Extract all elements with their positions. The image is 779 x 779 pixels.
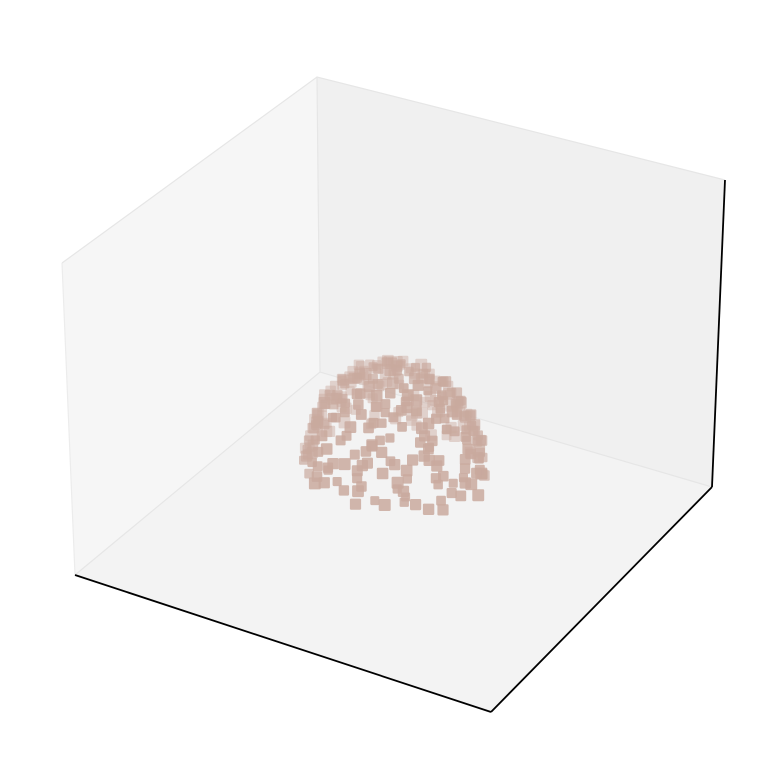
data-point	[366, 439, 378, 451]
data-point	[378, 499, 391, 511]
data-point	[352, 473, 363, 484]
data-point	[329, 380, 340, 390]
data-point	[327, 458, 339, 470]
data-point	[462, 443, 473, 455]
data-point	[474, 453, 484, 464]
data-point	[412, 379, 424, 391]
data-point	[411, 405, 422, 417]
data-point	[370, 401, 382, 412]
data-point	[449, 426, 460, 437]
data-point	[407, 454, 419, 466]
data-point	[304, 468, 314, 479]
data-point	[384, 364, 397, 377]
data-point	[320, 443, 333, 455]
data-point	[451, 409, 462, 420]
data-point	[376, 467, 389, 480]
data-point	[410, 394, 423, 406]
data-point	[376, 446, 388, 458]
data-point	[433, 479, 443, 490]
data-point	[353, 359, 364, 370]
data-point	[395, 405, 407, 416]
data-points	[299, 354, 490, 516]
data-point	[312, 461, 323, 472]
data-point	[352, 373, 362, 383]
data-point	[402, 474, 412, 484]
data-point	[363, 381, 375, 393]
data-point	[363, 422, 374, 434]
data-point	[446, 488, 457, 499]
data-point	[316, 430, 328, 442]
data-point	[330, 412, 341, 423]
data-point	[415, 437, 426, 448]
data-point	[460, 431, 471, 442]
data-point	[431, 460, 443, 472]
data-point	[439, 413, 450, 424]
data-point	[459, 454, 471, 465]
data-point	[389, 459, 401, 471]
data-point	[397, 422, 407, 432]
data-point	[356, 481, 367, 492]
floor-back-edges	[74, 371, 713, 576]
data-point	[472, 489, 485, 502]
data-point	[388, 412, 399, 423]
data-point	[448, 478, 458, 488]
left-pane	[62, 77, 320, 575]
y-axis-line	[490, 486, 713, 713]
data-point	[318, 397, 331, 409]
data-point	[399, 497, 409, 507]
data-point	[442, 424, 452, 435]
data-point	[437, 504, 449, 516]
data-point	[349, 449, 360, 460]
data-point	[370, 496, 380, 506]
data-point	[371, 389, 383, 402]
data-point	[410, 499, 422, 511]
data-point	[313, 446, 324, 457]
data-point	[385, 433, 395, 443]
data-point	[319, 419, 330, 430]
data-point	[387, 377, 399, 389]
data-point	[355, 388, 366, 399]
data-point	[380, 399, 391, 409]
data-point	[355, 409, 367, 420]
data-point	[338, 458, 351, 471]
data-point	[341, 430, 352, 441]
data-point	[446, 387, 457, 398]
data-point	[318, 477, 330, 489]
back-vertical-edge	[316, 76, 321, 373]
data-point	[471, 467, 482, 479]
data-point	[458, 473, 468, 483]
data-point	[423, 386, 433, 396]
data-point	[344, 421, 357, 433]
data-point	[340, 398, 351, 408]
data-point	[349, 498, 362, 510]
data-point	[328, 399, 339, 410]
data-point	[377, 418, 387, 428]
data-point	[455, 490, 467, 502]
data-point	[361, 457, 373, 469]
data-point	[422, 503, 435, 515]
data-point	[340, 379, 350, 389]
data-point	[435, 403, 446, 414]
data-point	[373, 363, 384, 374]
data-point	[436, 495, 446, 506]
x-axis-line	[74, 574, 492, 713]
left-vertical-edge	[61, 262, 76, 576]
data-point	[406, 415, 417, 426]
data-point	[332, 477, 342, 487]
data-point	[459, 463, 471, 474]
data-point	[311, 407, 323, 419]
data-point	[385, 388, 396, 399]
data-point	[340, 407, 350, 418]
data-point	[299, 455, 309, 465]
data-point	[338, 485, 350, 496]
data-point	[380, 408, 390, 418]
data-point	[400, 464, 413, 477]
z-axis-line	[711, 179, 726, 488]
data-point	[424, 374, 435, 385]
data-point	[353, 399, 364, 410]
data-point	[372, 379, 383, 389]
